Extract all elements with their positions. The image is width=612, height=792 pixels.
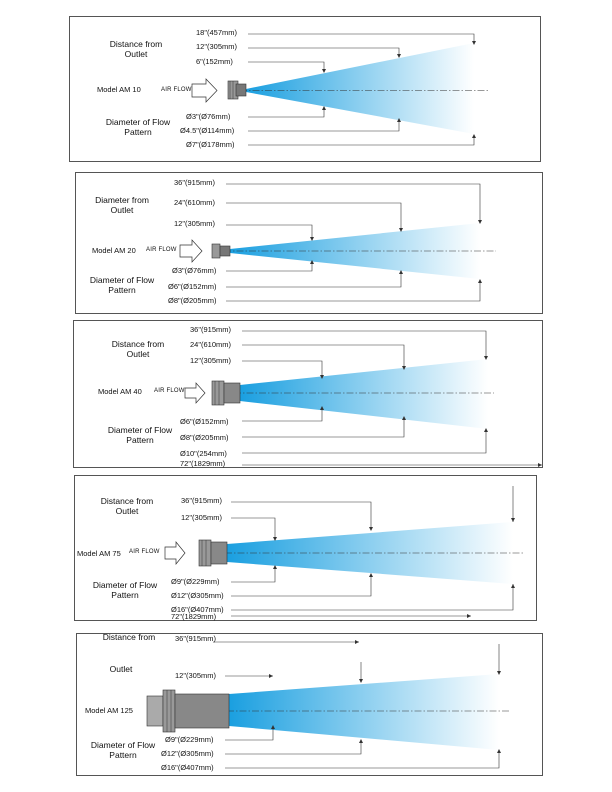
leader-24in <box>226 202 402 231</box>
distance-label: Distance from Outlet <box>109 39 163 59</box>
distance-label: Diameter from Outlet <box>95 195 149 215</box>
diameter-6in: Ø6"(Ø152mm) <box>180 417 229 426</box>
am20-drawing <box>179 183 496 302</box>
model-name: Model AM 75 <box>77 549 121 558</box>
panel-am40: Distance from Outlet 36"(915mm) 24"(610m… <box>73 320 543 468</box>
leader-dia6 <box>226 271 402 288</box>
diameter-12in: Ø12"(Ø305mm) <box>171 591 224 600</box>
diameter-label: Diameter of Flow Pattern <box>92 580 158 600</box>
distance-label-a: Distance from <box>102 632 156 642</box>
air-flow-label: AIR FLOW <box>129 549 160 555</box>
flow-pattern <box>227 522 513 584</box>
diameter-label: Diameter of Flow Pattern <box>107 425 173 445</box>
leader-36in <box>242 330 487 359</box>
flow-pattern <box>240 359 488 429</box>
diameter-3in: Ø3"(Ø76mm) <box>186 112 231 121</box>
leader-18in <box>248 33 475 44</box>
distance-12in: 12"(305mm) <box>190 356 232 365</box>
diameter-9in: Ø9"(Ø229mm) <box>171 577 220 586</box>
diameter-8in: Ø8"(Ø205mm) <box>168 296 217 305</box>
leader-dia8 <box>242 417 405 438</box>
distance-18in: 18"(457mm) <box>196 28 238 37</box>
leader-dia7 <box>248 135 475 146</box>
diameter-10in: Ø10"(254mm) <box>180 449 227 458</box>
leader-dia16 <box>231 584 514 611</box>
diameter-8in: Ø8"(Ø205mm) <box>180 433 229 442</box>
distance-label: Distance from Outlet <box>100 496 154 516</box>
leader-12in <box>231 517 276 540</box>
diameter-16in: Ø16"(Ø407mm) <box>161 763 214 772</box>
air-flow-arrow <box>164 541 186 565</box>
distance-12in: 12"(305mm) <box>181 513 223 522</box>
leader-dia12 <box>225 740 362 755</box>
diameter-3in: Ø3"(Ø76mm) <box>172 266 217 275</box>
model-name: Model AM 125 <box>85 706 133 715</box>
air-flow-label: AIR FLOW <box>154 388 185 394</box>
flow-pattern <box>246 43 474 134</box>
distance-24in: 24"(610mm) <box>174 198 216 207</box>
nozzle <box>211 380 241 406</box>
leader-dia12 <box>231 574 372 597</box>
panel-am75: Distance from Outlet 36"(915mm) 12"(305m… <box>74 475 537 621</box>
distance-label: Distance from Outlet <box>111 339 165 359</box>
distance-12in: 12"(305mm) <box>174 219 216 228</box>
diameter-7in: Ø7"(Ø178mm) <box>186 140 235 149</box>
distance-36in: 36"(915mm) <box>175 634 217 643</box>
diameter-label: Diameter of Flow Pattern <box>89 275 155 295</box>
leader-dia16 <box>225 750 500 769</box>
diameter-label: Diameter of Flow Pattern <box>105 117 171 137</box>
distance-24in: 24"(610mm) <box>190 340 232 349</box>
air-flow-arrow <box>179 239 203 263</box>
leader-dia45 <box>248 119 400 132</box>
leader-24in <box>242 344 405 369</box>
leader-dia9 <box>231 566 276 583</box>
diameter-12in: Ø12"(Ø305mm) <box>161 749 214 758</box>
model-name: Model AM 40 <box>98 387 142 396</box>
flow-pattern <box>229 674 499 750</box>
air-flow-arrow <box>184 382 206 404</box>
diameter-label: Diameter of Flow Pattern <box>90 740 156 760</box>
air-flow-label: AIR FLOW <box>161 87 192 93</box>
leader-36in <box>231 501 372 530</box>
distance-6in: 6"(152mm) <box>196 57 233 66</box>
distance-12in: 12"(305mm) <box>175 671 217 680</box>
leader-dia8 <box>226 280 481 302</box>
panel-am125: Distance from 36"(915mm) Outlet 12"(305m… <box>76 632 543 776</box>
leader-dia10 <box>242 429 487 454</box>
nozzle <box>227 80 247 100</box>
leader-dia9 <box>225 726 274 741</box>
panel-am20: Diameter from Outlet 36"(915mm) 24"(610m… <box>75 172 543 314</box>
diameter-9in: Ø9"(Ø229mm) <box>165 735 214 744</box>
diameter-6in: Ø6"(Ø152mm) <box>168 282 217 291</box>
air-flow-arrow <box>191 78 218 103</box>
panel-am10: Distance from Outlet 18"(457mm) 12"(305m… <box>69 16 541 162</box>
am10-drawing <box>191 33 488 146</box>
leader-dia6 <box>242 407 323 422</box>
distance-label-b: Outlet <box>109 664 133 674</box>
distance-72in: 72"(1829mm) <box>180 459 226 468</box>
nozzle <box>146 689 230 733</box>
distance-72in: 72"(1829mm) <box>171 612 217 621</box>
nozzle <box>198 539 228 567</box>
leader-6in <box>248 61 325 72</box>
model-name: Model AM 20 <box>92 246 136 255</box>
distance-36in: 36"(915mm) <box>174 178 216 187</box>
leader-dia3 <box>248 107 325 118</box>
nozzle <box>211 243 231 259</box>
model-name: Model AM 10 <box>97 85 141 94</box>
diameter-16in: Ø16"(Ø407mm) <box>171 605 224 614</box>
leader-12in <box>242 360 323 378</box>
leader-36in <box>226 183 481 223</box>
leader-dia3 <box>226 261 313 272</box>
am40-drawing <box>184 330 542 467</box>
distance-36in: 36"(915mm) <box>190 325 232 334</box>
am125-drawing <box>146 640 509 769</box>
distance-36in: 36"(915mm) <box>181 496 223 505</box>
leader-12in <box>226 224 313 240</box>
diameter-45in: Ø4.5"(Ø114mm) <box>180 126 235 135</box>
distance-12in: 12"(305mm) <box>196 42 238 51</box>
am75-drawing <box>164 486 523 618</box>
leader-12in <box>248 47 400 57</box>
air-flow-label: AIR FLOW <box>146 247 177 253</box>
